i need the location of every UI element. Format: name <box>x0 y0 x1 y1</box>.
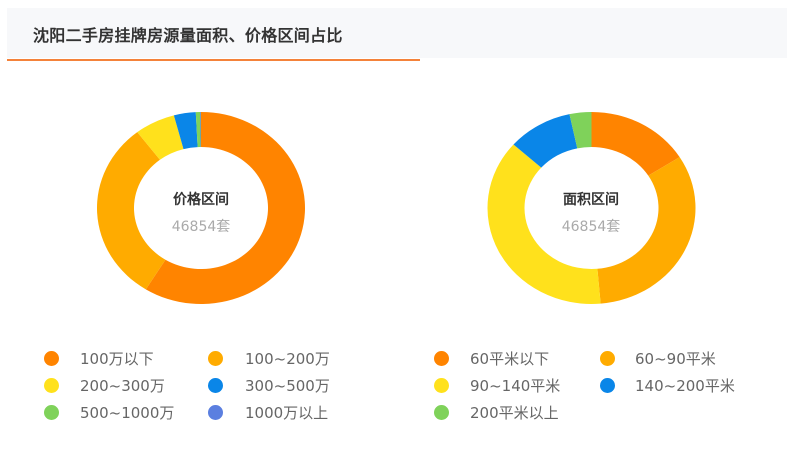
legend-label: 200~300万 <box>80 377 165 395</box>
legend-item-price-2[interactable] <box>44 375 59 395</box>
legend-dot-icon <box>434 377 449 393</box>
legend-dot-icon <box>44 404 59 420</box>
legend-item-price-3[interactable] <box>208 375 223 395</box>
legend-label: 200平米以上 <box>470 404 559 422</box>
legend-item-area-0[interactable] <box>434 348 449 368</box>
legend-label: 1000万以上 <box>245 404 329 422</box>
legend-item-price-5[interactable] <box>208 402 223 422</box>
page-title: 沈阳二手房挂牌房源量面积、价格区间占比 <box>33 26 343 45</box>
legend-label: 60平米以下 <box>470 350 550 368</box>
donut-slice[interactable] <box>569 112 592 149</box>
donut-slice[interactable] <box>200 112 201 148</box>
donut-slice[interactable] <box>597 157 696 304</box>
donut-slice[interactable] <box>137 115 184 160</box>
legend-dot-icon <box>208 377 223 393</box>
header-underline <box>7 59 420 61</box>
donut-slice[interactable] <box>145 112 306 304</box>
legend-item-area-4[interactable] <box>434 402 449 422</box>
donut-slice[interactable] <box>195 112 201 148</box>
legend-item-area-1[interactable] <box>600 348 615 368</box>
area-center-count: 46854套 <box>561 219 621 235</box>
donut-slice[interactable] <box>513 114 578 168</box>
legend-label: 500~1000万 <box>80 404 175 422</box>
legend-dot-icon <box>600 377 615 393</box>
donut-slice[interactable] <box>96 132 166 290</box>
legend-label: 300~500万 <box>245 377 330 395</box>
legend-label: 140~200平米 <box>635 377 735 395</box>
legend-dot-icon <box>434 350 449 366</box>
legend-item-area-2[interactable] <box>434 375 449 395</box>
legend-dot-icon <box>44 377 59 393</box>
legend-item-price-4[interactable] <box>44 402 59 422</box>
legend-label: 90~140平米 <box>470 377 561 395</box>
legend-dot-icon <box>208 404 223 420</box>
donut-slice[interactable] <box>173 112 198 150</box>
area-donut-chart <box>487 112 696 304</box>
donut-slice[interactable] <box>487 144 601 304</box>
legend-item-price-1[interactable] <box>208 348 223 368</box>
legend-item-area-3[interactable] <box>600 375 615 395</box>
legend-dot-icon <box>434 404 449 420</box>
legend-item-price-0[interactable] <box>44 348 59 368</box>
price-donut-chart <box>96 112 306 304</box>
legend-label: 60~90平米 <box>635 350 716 368</box>
donut-slice[interactable] <box>591 112 680 176</box>
price-center-label: 价格区间 <box>173 192 229 208</box>
legend-dot-icon <box>600 350 615 366</box>
legend-label: 100万以下 <box>80 350 154 368</box>
chart-header: 沈阳二手房挂牌房源量面积、价格区间占比 <box>7 8 787 58</box>
legend-dot-icon <box>44 350 59 366</box>
area-center-label: 面积区间 <box>563 192 619 208</box>
legend-dot-icon <box>208 350 223 366</box>
legend-label: 100~200万 <box>245 350 330 368</box>
price-center-count: 46854套 <box>171 219 231 235</box>
